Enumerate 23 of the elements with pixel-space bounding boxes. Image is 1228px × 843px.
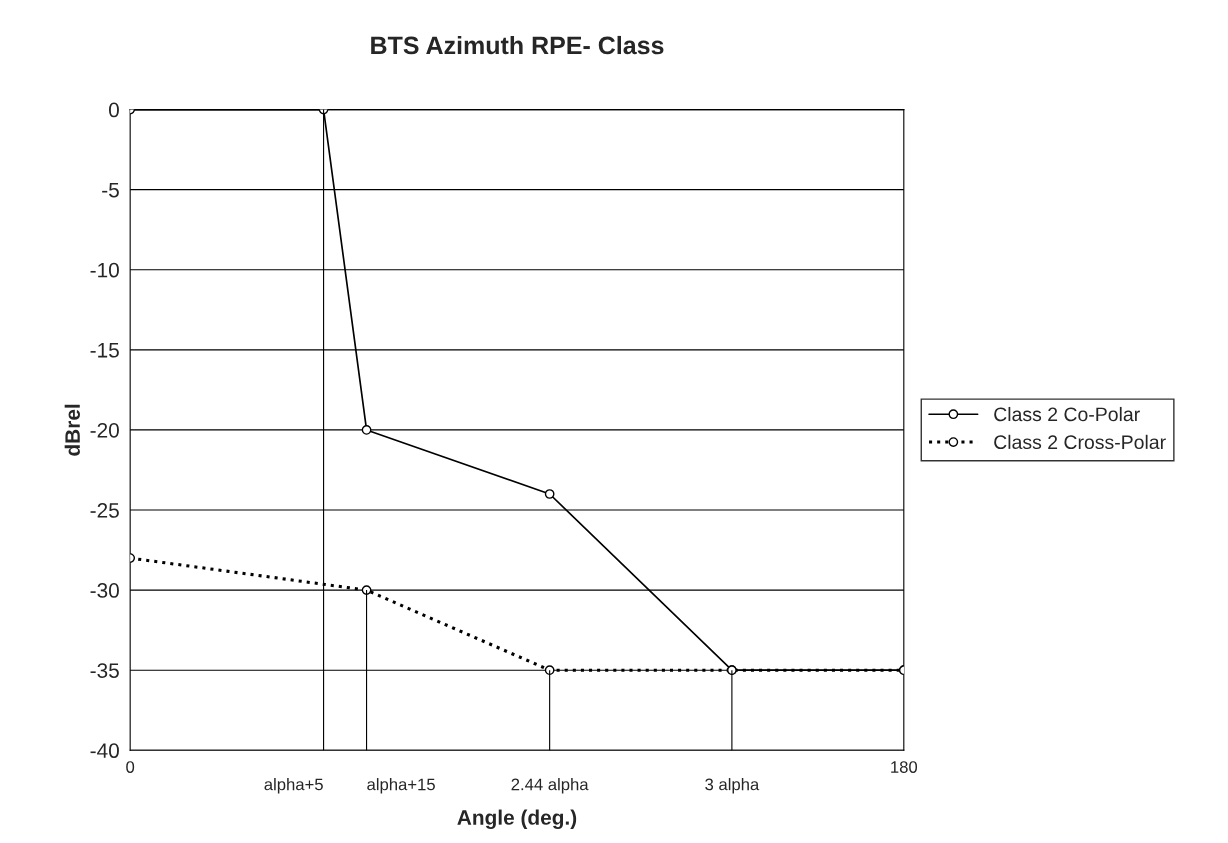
- annotation: 3 alpha: [705, 778, 760, 794]
- point: [361, 425, 372, 435]
- chart-title: BTS Azimuth RPE- Class: [371, 35, 664, 55]
- y-tick-label: -10: [90, 262, 119, 278]
- point: [544, 665, 555, 676]
- y-axis-title: dBrel: [64, 404, 80, 456]
- y-tick-label: 0: [108, 102, 119, 118]
- y-tick-label: -5: [102, 182, 119, 198]
- x-tick-label: 180: [891, 761, 918, 773]
- legend-label: Class 2 Cross-Polar: [994, 434, 1166, 450]
- x-axis-title: Angle (deg.): [457, 809, 577, 830]
- y-tick-label: -20: [90, 422, 119, 438]
- y-tick-label: -40: [90, 743, 119, 759]
- point: [361, 585, 372, 595]
- y-tick-label: -15: [90, 343, 119, 358]
- annotation: alpha+5: [264, 778, 323, 794]
- y-tick-label: -35: [90, 663, 119, 678]
- point: [544, 489, 555, 499]
- legend-label: Class 2 Co-Polar: [994, 406, 1140, 422]
- annotation: alpha+15: [367, 778, 435, 794]
- y-tick-label: -25: [90, 503, 119, 518]
- y-tick-label: -30: [90, 583, 119, 598]
- annotation: 2.44 alpha: [511, 778, 589, 794]
